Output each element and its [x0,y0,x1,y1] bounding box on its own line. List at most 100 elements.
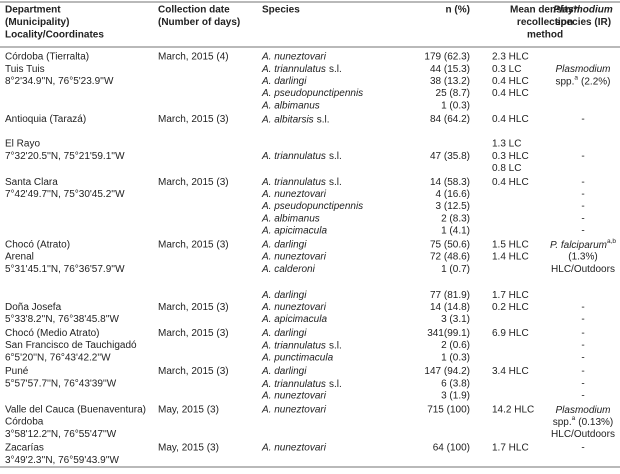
density-cell: 2.3 HLC [492,52,529,63]
plasmodium-cell: - [581,391,584,402]
n-cell: 1 (0.3) [441,352,470,363]
plasmodium-cell: - [581,189,584,200]
n-cell: 75 (50.6) [430,239,470,250]
plasmodium-cell: - [581,352,584,363]
n-cell: 341(99.1) [427,328,470,339]
plasmodium-cell: - [581,328,584,339]
plasmodium-cell: spp.a (2.2%) [556,75,611,87]
date-cell: May, 2015 (3) [158,404,219,415]
n-cell: 1 (4.1) [441,226,470,237]
n-cell: 72 (48.6) [430,252,470,263]
plasmodium-name: Plasmodium [555,64,610,75]
location-cell: Chocó (Medio Atrato) [5,328,100,339]
header-cell: species (IR) [555,17,611,28]
n-cell: 3 (3.1) [441,314,470,325]
species-cell: A. apicimacula [261,314,327,325]
species-cell: A. darlingi [261,328,307,339]
species-cell: A. triannulatus s.l. [261,151,342,162]
n-cell: 1 (0.7) [441,264,470,275]
date-cell: March, 2015 (3) [158,177,229,188]
density-cell: 1.7 HLC [492,290,529,301]
plasmodium-cell: HLC/Outdoors [551,264,615,275]
location-cell: Chocó (Atrato) [5,239,70,250]
plasmodium-rate: (0.13%) [578,417,613,428]
density-cell: 0.2 HLC [492,302,529,313]
species-cell: A. nuneztovari [261,252,327,263]
header-cell: Species [262,5,300,16]
density-cell: 0.4 HLC [492,88,529,99]
density-cell: 0.4 HLC [492,177,529,188]
date-cell: March, 2015 (3) [158,114,229,125]
species-qualifier: s.l. [329,378,342,389]
plasmodium-note: a,b [607,238,616,245]
species-name: A. albitarsis [261,114,314,125]
date-cell: March, 2015 (3) [158,239,229,250]
plasmodium-note: a [574,75,578,82]
n-cell: 84 (64.2) [430,114,470,125]
species-cell: A. triannulatus s.l. [261,177,342,188]
species-cell: A. darlingi [261,366,307,377]
plasmodium-cell: - [581,302,584,313]
species-cell: A. punctimacula [261,352,334,363]
species-name: A. triannulatus [261,151,326,162]
n-cell: 64 (100) [433,443,470,454]
header-cell: method [527,30,563,41]
n-cell: 715 (100) [427,404,470,415]
plasmodium-cell: - [581,314,584,325]
plasmodium-name: Plasmodium [555,404,610,415]
n-cell: 1 (0.3) [441,100,470,111]
plasmodium-rate: (2.2%) [581,76,610,87]
n-cell: 2 (0.6) [441,340,470,351]
location-cell: 7°32'20.5''N, 75°21'59.1''W [5,151,125,162]
density-cell: 0.4 HLC [492,76,529,87]
location-cell: Doña Josefa [5,302,62,313]
header-cell: Locality/Coordinates [5,30,104,41]
plasmodium-cell: - [581,366,584,377]
n-cell: 3 (1.9) [441,391,470,402]
plasmodium-cell: - [581,378,584,389]
n-cell: 4 (16.6) [436,189,470,200]
location-cell: Valle del Cauca (Buenaventura) [5,404,146,415]
species-cell: A. darlingi [261,290,307,301]
date-cell: March, 2015 (3) [158,302,229,313]
species-name: A. triannulatus [261,340,326,351]
header-cell: recollection [517,17,573,28]
date-cell: May, 2015 (3) [158,443,219,454]
header-cell: (Municipality) [5,17,69,28]
location-cell: El Rayo [5,139,40,150]
density-cell: 1.5 HLC [492,239,529,250]
header-cell: n (%) [446,5,470,16]
species-qualifier: s.l. [329,64,342,75]
location-cell: 5°57'57.7''N, 76°43'39''W [5,378,117,389]
plasmodium-cell: - [581,177,584,188]
plasmodium-text: spp. [556,76,575,87]
species-cell: A. darlingi [261,239,307,250]
location-cell: Zacarías [5,443,44,454]
location-cell: Antioquia (Tarazá) [5,114,86,125]
density-cell: 3.4 HLC [492,366,529,377]
species-cell: A. nuneztovari [261,189,327,200]
species-cell: A. albimanus [261,213,320,224]
location-cell: Arenal [5,252,34,263]
species-cell: A. calderoni [261,264,316,275]
header-cell: Plasmodium [553,5,613,16]
date-cell: March, 2015 (4) [158,52,229,63]
location-cell: Puné [5,366,29,377]
density-cell: 0.8 LC [492,163,521,174]
plasmodium-name: P. falciparum [550,239,607,250]
location-cell: 8°2'34.9''N, 76°5'23.9''W [5,76,114,87]
species-qualifier: s.l. [317,114,330,125]
n-cell: 38 (13.2) [430,76,470,87]
header-cell: Collection date [158,5,230,16]
species-cell: A. nuneztovari [261,391,327,402]
species-cell: A. pseudopunctipennis [261,88,363,99]
location-cell: Santa Clara [5,177,58,188]
n-cell: 77 (81.9) [430,290,470,301]
n-cell: 47 (35.8) [430,151,470,162]
species-cell: A. apicimacula [261,226,327,237]
n-cell: 25 (8.7) [436,88,470,99]
species-cell: A. triannulatus s.l. [261,340,342,351]
species-cell: A. darlingi [261,76,307,87]
